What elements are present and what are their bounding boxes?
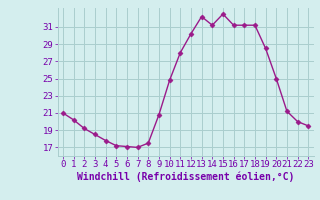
X-axis label: Windchill (Refroidissement éolien,°C): Windchill (Refroidissement éolien,°C) <box>77 172 294 182</box>
